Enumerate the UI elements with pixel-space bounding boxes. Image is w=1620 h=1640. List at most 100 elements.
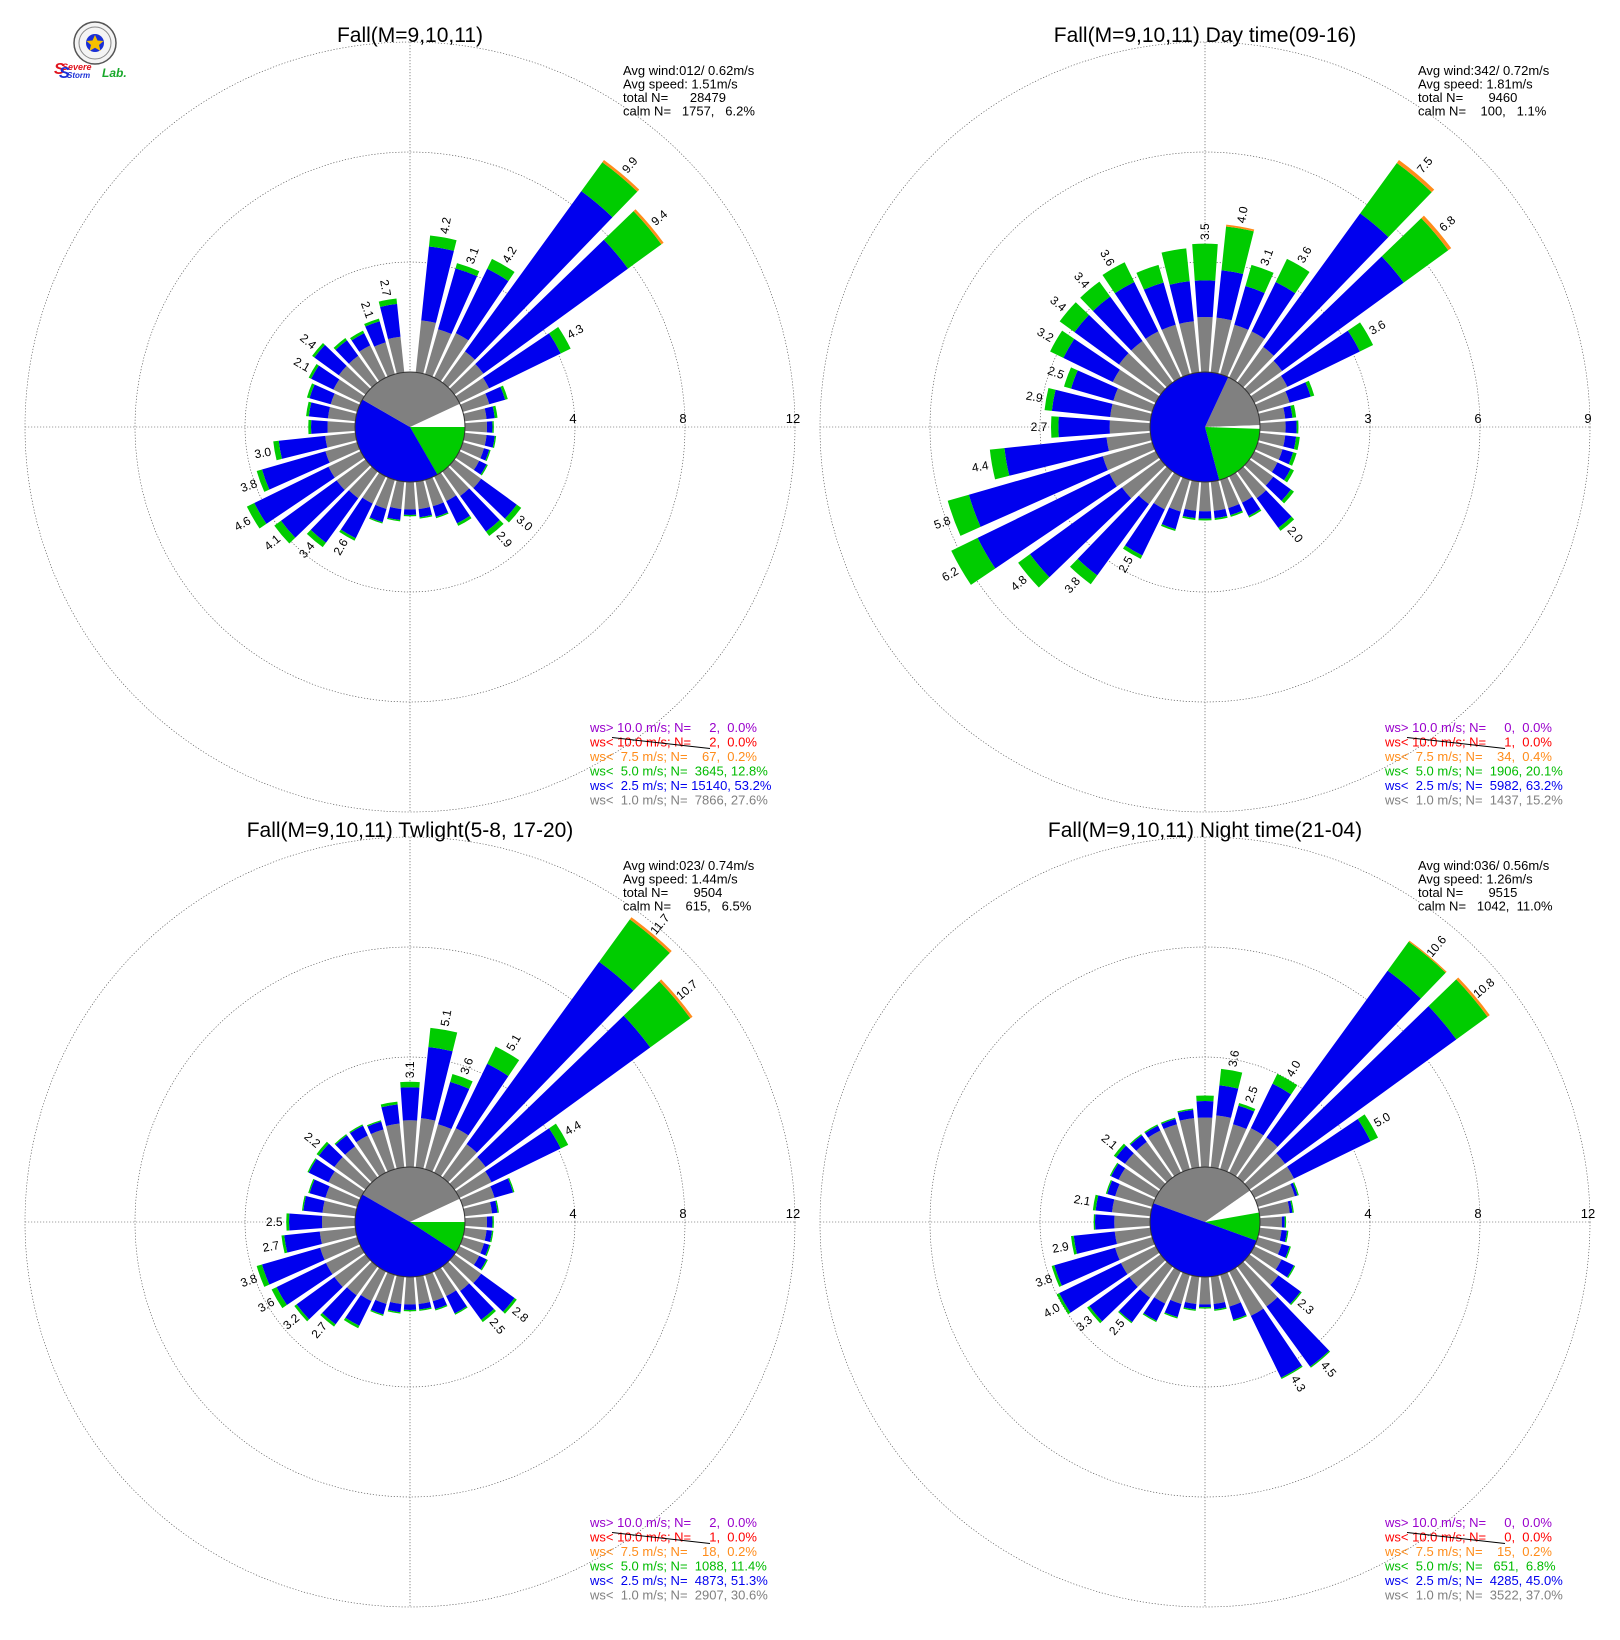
bar-segment-gray	[442, 466, 470, 496]
bar-segment-blue	[1059, 1262, 1128, 1313]
bar-segment-blue	[1077, 495, 1149, 576]
sector-120	[1250, 1246, 1296, 1279]
bar-segment-green	[428, 1027, 458, 1052]
sector-60: 4.3	[455, 321, 586, 403]
bar-segment-gray	[1197, 1117, 1213, 1168]
bar-segment-green	[1092, 1194, 1099, 1211]
bar-segment-gray	[374, 342, 395, 377]
bar-segment-gray	[333, 379, 365, 403]
bar-segment-green	[455, 263, 480, 277]
bar-segment-blue	[484, 435, 495, 448]
bar-segment-blue	[308, 402, 330, 419]
bar-segment-gray	[320, 1237, 360, 1261]
sector-70	[460, 385, 508, 412]
sector-140: 2.5	[442, 1261, 508, 1337]
bar-segment-green	[387, 1310, 401, 1314]
bar-segment-green	[492, 1216, 494, 1228]
bar-segment-blue	[1250, 1083, 1292, 1136]
bar-segment-blue	[335, 340, 359, 364]
calm-outline	[1149, 371, 1261, 483]
bar-segment-gray	[1220, 1124, 1247, 1172]
bar-segment-gray	[434, 472, 457, 502]
sector-100	[1258, 1227, 1289, 1243]
calm-circle	[1149, 1166, 1261, 1278]
bar-segment-gray	[404, 1276, 416, 1305]
sector-250: 3.8	[239, 442, 360, 495]
ring-label: 4	[569, 411, 576, 426]
bar-segment-blue	[1283, 405, 1293, 419]
sector-40: 10.6	[1237, 933, 1449, 1183]
bar-segment-blue	[1196, 1100, 1214, 1118]
bar-segment-orange	[602, 160, 640, 192]
bar-segment-green	[1196, 1095, 1214, 1102]
sector-320	[334, 1134, 378, 1183]
sector-110	[1255, 1237, 1291, 1259]
bar-segment-green	[603, 211, 662, 269]
bar-segment-gray	[1210, 317, 1232, 374]
sector-330	[1144, 1124, 1181, 1177]
sector-percent-label: 2.5	[1046, 363, 1067, 382]
bar-segment-green	[369, 517, 383, 524]
ring-label: 4	[569, 1206, 576, 1221]
bar-segment-blue	[318, 1143, 343, 1168]
sector-320	[1129, 1134, 1173, 1183]
sector-300	[1109, 1162, 1160, 1198]
sector-percent-label: 2.1	[1073, 1192, 1092, 1209]
bar-segment-gray	[434, 1128, 469, 1177]
sector-210: 2.6	[331, 472, 386, 558]
bar-segment-green	[1080, 281, 1111, 311]
bar-segment-orange	[1421, 215, 1452, 251]
stat-calm: calm N= 615, 6.5%	[623, 899, 752, 914]
bar-segment-blue	[421, 246, 454, 323]
bar-segment-green	[1290, 1200, 1294, 1213]
ring-label: 8	[679, 411, 686, 426]
bar-segment-orange	[629, 917, 672, 953]
bar-segment-gray	[434, 1267, 457, 1297]
bar-segment-gray	[1106, 432, 1152, 451]
bar-segment-gray	[1220, 1272, 1241, 1307]
sector-340	[366, 1120, 395, 1172]
bar-segment-gray	[1120, 1246, 1160, 1275]
legend-entry: ws> 10.0 m/s; N= 0, 0.0%	[1384, 720, 1552, 735]
bar-segment-gray	[425, 1124, 452, 1172]
bar-segment-gray	[1237, 346, 1274, 388]
sector-150	[434, 1267, 468, 1315]
sector-120	[455, 451, 488, 476]
bar-segment-green	[435, 1304, 448, 1311]
bar-segment-blue	[466, 961, 634, 1153]
bar-segment-blue	[1263, 213, 1389, 356]
bar-segment-green	[1214, 1307, 1227, 1311]
bar-segment-green	[1357, 1114, 1379, 1142]
bar-segment-green	[271, 1287, 287, 1309]
bar-segment-gray	[1179, 321, 1200, 374]
bar-segment-blue	[1107, 1180, 1120, 1197]
severe-storm-lab-logo: S Severe S Storm Lab.	[54, 21, 127, 82]
bar-segment-green	[1050, 330, 1075, 358]
bar-segment-green	[1070, 558, 1098, 585]
bar-segment-green	[454, 1306, 468, 1315]
bar-segment-green	[485, 1244, 491, 1257]
sector-190	[387, 480, 405, 522]
sector-50: 10.7	[449, 977, 700, 1190]
bar-segment-blue	[1145, 1125, 1161, 1138]
bar-segment-blue	[289, 1213, 323, 1231]
sector-200	[369, 477, 395, 524]
svg-text:S: S	[59, 65, 70, 82]
sector-110	[460, 442, 491, 462]
bar-segment-green	[403, 514, 417, 517]
bar-segment-gray	[1244, 360, 1283, 395]
calm-outline	[1149, 1166, 1261, 1278]
stat-calm: calm N= 1757, 6.2%	[623, 104, 755, 119]
stat-avg-speed: Avg speed: 1.26m/s	[1418, 872, 1533, 887]
bar-segment-green	[450, 1073, 473, 1089]
bar-segment-green	[419, 1307, 432, 1311]
sector-250: 5.8	[932, 442, 1155, 536]
bar-segment-green	[1136, 264, 1164, 290]
sector-100	[463, 1227, 494, 1243]
bar-segment-green	[1293, 436, 1300, 451]
sector-180	[1198, 481, 1212, 521]
legend-entry: ws< 2.5 m/s; N= 15140, 53.2%	[589, 778, 772, 793]
bar-segment-gray	[1169, 477, 1190, 512]
sector-330	[350, 330, 386, 382]
bar-segment-gray	[390, 480, 405, 510]
